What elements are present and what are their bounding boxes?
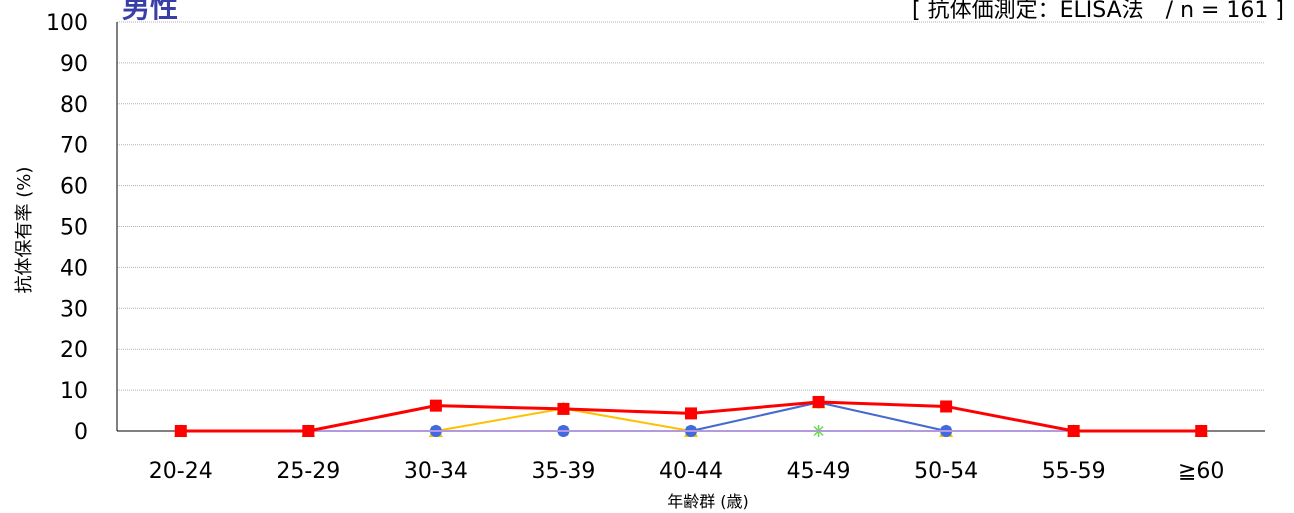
y-tick-label: 50 <box>60 216 88 241</box>
x-tick-label: 35-39 <box>531 459 595 484</box>
series-4 <box>174 395 1208 437</box>
data-point <box>812 395 825 408</box>
data-point <box>1195 425 1208 437</box>
grid-lines <box>117 21 1265 391</box>
x-tick-labels: 20-24 25-29 30-34 35-39 40-44 45-49 50-54 55-59… <box>149 459 1225 484</box>
x-tick-label: 20-24 <box>149 459 213 484</box>
data-point <box>685 407 697 420</box>
y-tick-label: 20 <box>60 338 88 363</box>
chart-subtitle: [ 抗体価測定：ELISA法 / n = 161 ] <box>912 0 1284 23</box>
x-tick-label: 55-59 <box>1042 459 1106 484</box>
series-group <box>173 395 1209 437</box>
y-tick-label: 0 <box>74 420 88 445</box>
y-tick-label: 80 <box>60 93 88 118</box>
x-tick-label: 30-34 <box>404 459 468 484</box>
y-tick-label: 100 <box>46 11 88 36</box>
y-tick-label: 90 <box>60 52 88 77</box>
y-tick-label: 60 <box>60 175 88 200</box>
data-point <box>302 425 315 437</box>
data-point <box>174 425 187 437</box>
data-point <box>1067 425 1080 437</box>
y-tick-label: 70 <box>60 134 88 159</box>
x-tick-label: ≧60 <box>1178 459 1224 484</box>
x-axis-label: 年齢群 (歳) <box>667 492 749 511</box>
data-point <box>429 399 442 412</box>
x-tick-label: 50-54 <box>914 459 978 484</box>
y-tick-label: 10 <box>60 379 88 404</box>
chart-title: 男性 <box>122 0 179 24</box>
data-point <box>557 402 570 415</box>
y-axis-label: 抗体保有率 (%) <box>14 167 35 294</box>
x-tick-label: 45-49 <box>787 459 851 484</box>
data-point <box>940 400 953 413</box>
y-tick-labels: 0 10 20 30 40 50 60 70 80 90 100 <box>46 11 88 445</box>
y-tick-label: 40 <box>60 256 88 281</box>
x-tick-label: 40-44 <box>659 459 723 484</box>
y-tick-label: 30 <box>60 297 88 322</box>
x-tick-label: 25-29 <box>276 459 340 484</box>
